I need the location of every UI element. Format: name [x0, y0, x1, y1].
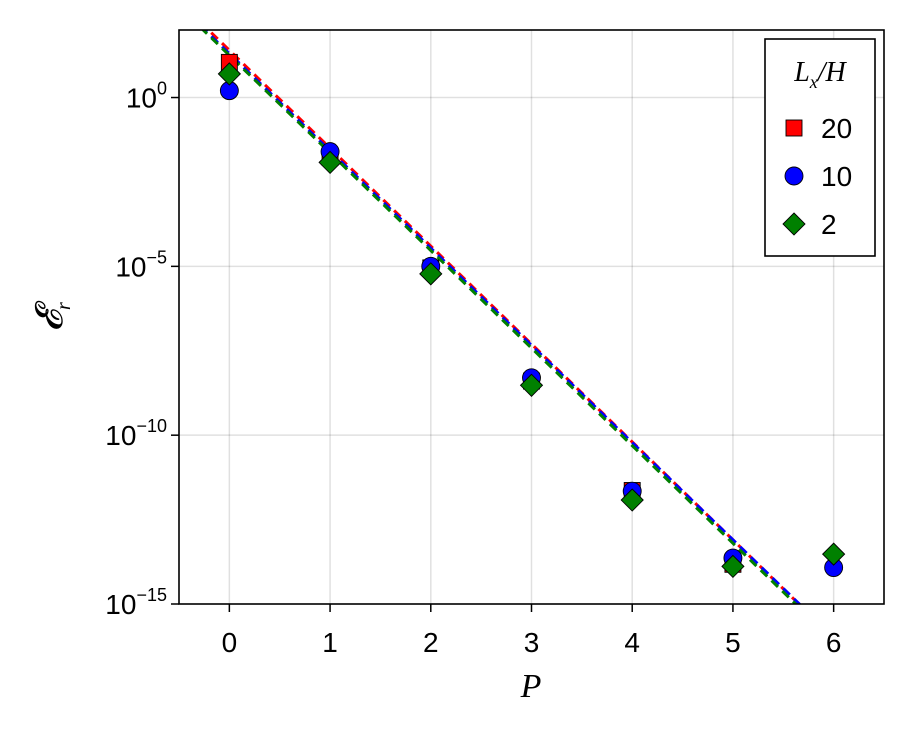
data-point-2	[318, 150, 342, 175]
legend-box	[764, 38, 876, 257]
legend-title: Lx/H	[793, 57, 847, 92]
x-tick-label: 2	[423, 627, 439, 658]
fit-lines	[201, 30, 802, 604]
legend: Lx/H 20 10 2	[764, 38, 876, 257]
legend-item: 2	[782, 209, 837, 240]
y-tick-label: 10−5	[115, 247, 167, 282]
data-markers	[217, 53, 846, 579]
x-tick-label: 4	[624, 627, 640, 658]
fit-line-10	[202, 30, 802, 604]
y-axis-title: 𝓔r	[29, 300, 75, 332]
x-axis-title: P	[520, 668, 542, 705]
x-tick-label: 5	[725, 627, 741, 658]
data-point-2	[419, 262, 443, 286]
data-point-2	[822, 542, 846, 566]
legend-item: 20	[785, 113, 852, 144]
x-tick-label: 6	[826, 627, 842, 658]
y-tick-labels: 100 10−5 10−10 10−15	[105, 79, 167, 620]
x-tick-labels: 0 1 2 3 4 5 6	[222, 627, 842, 658]
legend-item: 10	[784, 161, 852, 192]
svg-text:𝓔r: 𝓔r	[29, 300, 75, 332]
legend-label: 10	[821, 161, 852, 192]
y-tick-label: 100	[126, 79, 167, 114]
data-point-2	[217, 62, 241, 86]
data-point-2	[620, 488, 644, 512]
fit-line-2	[201, 30, 798, 604]
y-tick-label: 10−10	[105, 416, 167, 451]
y-axis-title-sub: r	[53, 302, 75, 310]
data-point-2	[519, 373, 544, 397]
x-tick-label: 1	[322, 627, 338, 658]
legend-label: 20	[821, 113, 852, 144]
legend-marker-2	[782, 212, 806, 236]
x-tick-label: 0	[222, 627, 238, 658]
legend-label: 2	[821, 209, 837, 240]
x-tick-label: 3	[524, 627, 540, 658]
legend-marker-10	[784, 166, 804, 186]
legend-marker-20	[785, 119, 803, 137]
ticks	[171, 96, 835, 612]
data-point-2	[721, 554, 745, 579]
y-tick-label: 10−15	[105, 585, 167, 620]
